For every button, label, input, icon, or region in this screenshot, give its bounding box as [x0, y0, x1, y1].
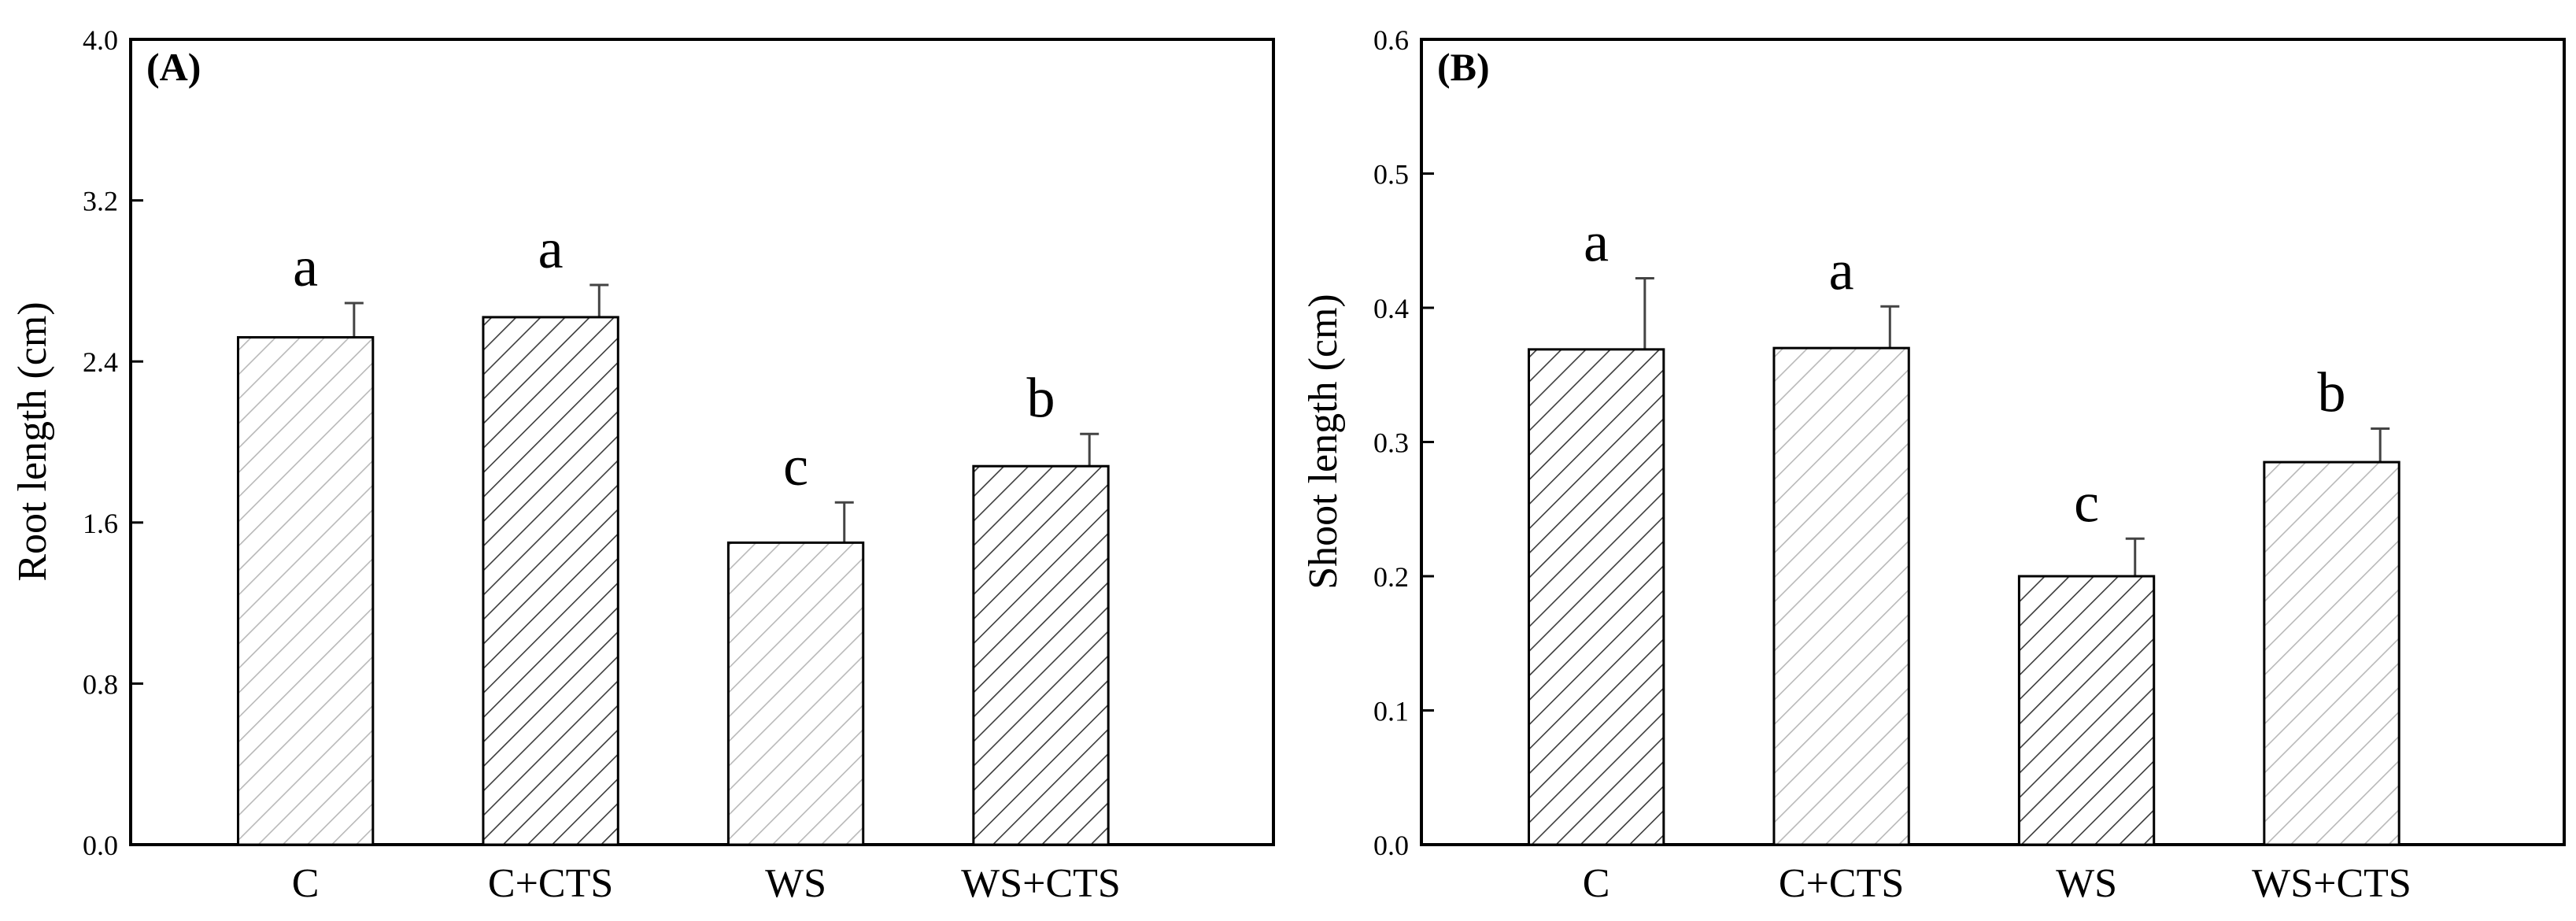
panel-b-y-tick-label: 0.4 [1373, 293, 1409, 324]
panel-a-x-tick-label: C+CTS [488, 861, 613, 906]
panel-b-bar-c-plus-cts [1772, 346, 1910, 846]
panel-a-bars: a a c b [236, 217, 1110, 846]
panel-b-significance-letter: a [1829, 239, 1854, 301]
panel-b-significance-letter: a [1584, 210, 1609, 273]
panel-b-bar-ws-plus-cts [2263, 460, 2400, 846]
panel-b-x-tick-label: C [1583, 861, 1610, 906]
panel-b-significance-letter: c [2074, 471, 2099, 534]
panel-a-plot-frame [129, 38, 1275, 846]
panel-b-label: (B) [1437, 45, 1490, 89]
panel-b-significance-letter: b [2318, 361, 2346, 424]
panel-b-y-tick-label: 0.1 [1373, 696, 1409, 727]
panel-a-y-axis: 0.0 0.8 1.6 2.4 3.2 4.0 [83, 24, 143, 861]
panel-a-significance-letter: c [783, 435, 808, 497]
panel-b-y-tick-label: 0.2 [1373, 561, 1409, 593]
panel-a-y-axis-label: Root length (cm) [10, 301, 55, 581]
panel-a-x-tick-label: WS+CTS [961, 861, 1121, 906]
panel-a-y-tick-label: 0.8 [83, 668, 118, 700]
panel-a-bar-ws-plus-cts [972, 464, 1110, 846]
panel-a-bar-ws [726, 541, 865, 846]
panel-a-x-tick-label: WS [765, 861, 826, 906]
panel-a-x-axis: C C+CTS WS WS+CTS [292, 834, 1121, 906]
panel-a-y-tick-label: 0.0 [83, 830, 118, 861]
panel-a-y-tick-label: 2.4 [83, 346, 118, 378]
panel-b-y-axis-label: Shoot length (cm) [1301, 294, 1346, 590]
panel-b-x-tick-label: WS+CTS [2252, 861, 2412, 906]
panel-b-bar-ws [2017, 575, 2156, 846]
panel-b-y-tick-label: 0.3 [1373, 427, 1409, 459]
panel-b-y-tick-label: 0.5 [1373, 159, 1409, 190]
panel-b-bar-c [1527, 348, 1665, 846]
panel-a-bar-c-plus-cts [482, 316, 619, 846]
panel-b-y-tick-label: 0.6 [1373, 24, 1409, 56]
panel-a-bar-c [236, 336, 375, 846]
panel-b: 0.0 0.1 0.2 0.3 0.4 0.5 0.6 C C+CTS WS WS+CTS a a c… [1301, 24, 2566, 906]
panel-b-x-tick-label: C+CTS [1779, 861, 1904, 906]
panel-a: 0.0 0.8 1.6 2.4 3.2 4.0 C C+CTS WS WS+CTS a a c b (… [10, 24, 1275, 906]
panel-b-y-axis: 0.0 0.1 0.2 0.3 0.4 0.5 0.6 [1373, 24, 1434, 861]
panel-b-x-tick-label: WS [2056, 861, 2117, 906]
panel-b-y-tick-label: 0.0 [1373, 830, 1409, 861]
panel-a-significance-letter: b [1027, 366, 1055, 429]
panel-a-label: (A) [146, 45, 201, 89]
panel-a-y-tick-label: 4.0 [83, 24, 118, 56]
panel-a-x-tick-label: C [292, 861, 320, 906]
panel-a-significance-letter: a [538, 217, 564, 280]
panel-a-y-tick-label: 3.2 [83, 186, 118, 217]
panel-b-bars: a a c b [1527, 210, 2400, 846]
panel-a-significance-letter: a [293, 235, 318, 298]
panel-a-y-tick-label: 1.6 [83, 508, 118, 539]
panel-b-x-axis: C C+CTS WS WS+CTS [1583, 834, 2412, 906]
